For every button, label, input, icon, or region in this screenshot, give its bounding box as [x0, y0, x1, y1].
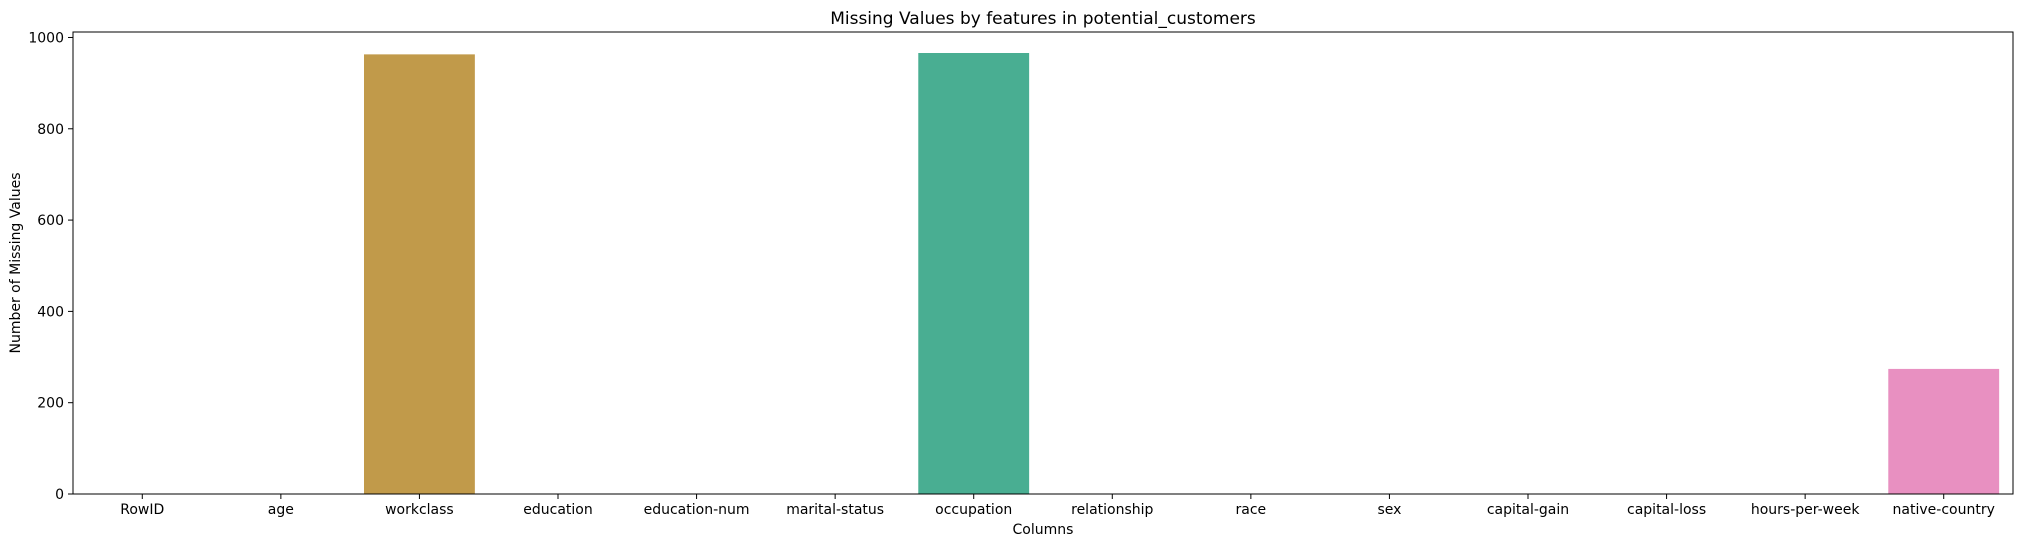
x-tick-label: marital-status — [786, 502, 884, 518]
bar-workclass — [364, 54, 475, 494]
y-axis-title: Number of Missing Values — [8, 172, 24, 353]
x-axis-title: Columns — [1013, 522, 1074, 538]
x-tick-label: capital-gain — [1487, 502, 1569, 518]
x-ticks-group: RowID age workclass education education-num m… — [120, 494, 1995, 518]
bars-group — [364, 53, 2000, 494]
x-tick-label: hours-per-week — [1751, 502, 1861, 518]
x-tick-label: race — [1236, 502, 1267, 518]
y-tick-label: 400 — [37, 304, 64, 320]
x-tick-label: education-num — [644, 502, 750, 518]
x-tick-label: native-country — [1893, 502, 1995, 518]
x-tick-label: education — [523, 502, 592, 518]
x-tick-label: age — [268, 502, 294, 518]
y-tick-label: 600 — [37, 213, 64, 229]
chart-title: Missing Values by features in potential_… — [830, 9, 1256, 29]
bar-native-country — [1888, 368, 2000, 494]
y-ticks-group: 0 200 400 600 800 1000 — [28, 30, 73, 503]
plot-frame — [72, 31, 2014, 495]
x-tick-label: sex — [1377, 502, 1401, 518]
y-tick-label: 1000 — [28, 30, 64, 46]
y-tick-label: 0 — [55, 487, 64, 503]
bar-occupation — [918, 53, 1030, 494]
x-tick-label: occupation — [935, 502, 1012, 518]
y-tick-label: 200 — [37, 396, 64, 412]
x-tick-label: relationship — [1071, 502, 1153, 518]
x-tick-label: capital-loss — [1627, 502, 1706, 518]
y-tick-label: 800 — [37, 122, 64, 138]
x-tick-label: RowID — [120, 502, 164, 518]
x-tick-label: workclass — [385, 502, 454, 518]
